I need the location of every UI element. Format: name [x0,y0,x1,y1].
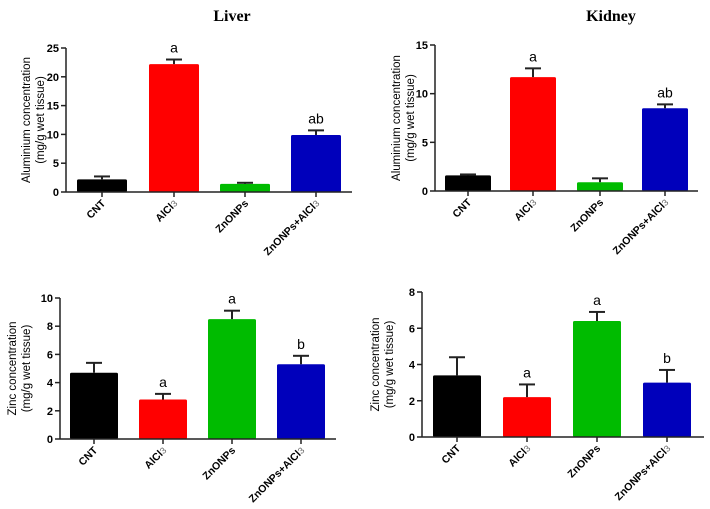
category-label: AlCl3 [506,443,533,470]
significance-label: b [297,336,305,352]
category-label-subscript: 3 [296,445,307,456]
category-label: ZnONPs+AlCl3 [611,197,672,258]
liver-title: Liver [213,8,250,25]
y-tick-label: 2 [47,406,53,418]
y-tick-label: 10 [41,293,53,305]
bar-znonps-alcl3 [643,382,691,437]
bar-znonps [208,319,256,439]
bar-alcl3 [139,399,187,439]
category-label-subscript: 3 [311,198,322,209]
y-tick-label: 5 [422,137,428,149]
category-label-subscript: 3 [662,443,673,454]
y-tick-label: 25 [47,43,59,55]
significance-label: ab [657,84,673,100]
y-tick-label: 4 [47,378,54,390]
bar-znonps [220,183,270,192]
category-label: CNT [439,442,463,466]
category-label-main: CNT [439,442,463,466]
y-tick-label: 10 [47,129,59,141]
category-label-subscript: 3 [528,197,539,208]
category-label: AlCl3 [153,198,180,225]
category-label: ZnONPs+AlCl3 [247,445,308,506]
y-tick-label: 4 [409,360,416,372]
category-label-main: ZnONPs+AlCl [611,200,668,257]
category-label: CNT [450,196,474,220]
significance-label: a [170,40,178,56]
category-label: ZnONPs+AlCl3 [262,198,323,259]
y-tick-label: 8 [409,287,415,299]
category-label-main: ZnONPs+AlCl [247,448,304,505]
category-label-main: CNT [76,444,100,468]
y-axis-label-line1: Aluminium concentration [391,55,403,181]
category-label-subscript: 3 [522,443,533,454]
category-label-main: ZnONPs [568,197,606,235]
y-tick-label: 20 [47,72,59,84]
category-label: ZnONPs+AlCl3 [613,443,674,504]
category-label: ZnONPs [200,445,238,483]
bar-alcl3 [510,77,556,191]
significance-label: ab [308,110,324,126]
category-label-main: ZnONPs [565,443,603,481]
bar-cnt [433,375,481,437]
y-tick-label: 8 [47,321,53,333]
bar-cnt [77,179,127,192]
significance-label: a [529,48,537,64]
y-axis-label-line2: (mg/g wet tissue) [35,76,47,164]
category-label-main: CNT [84,197,108,221]
y-tick-label: 6 [47,349,53,361]
y-axis-label-line2: (mg/g wet tissue) [21,325,33,413]
category-label-main: CNT [450,196,474,220]
y-tick-label: 6 [409,323,415,335]
bar-znonps-alcl3 [291,134,341,192]
y-axis-label-line2: (mg/g wet tissue) [405,74,417,162]
y-tick-label: 0 [53,187,59,199]
significance-label: b [663,350,671,366]
bar-znonps-alcl3 [277,364,325,439]
y-tick-label: 15 [47,101,59,113]
bar-znonps-alcl3 [642,108,688,191]
bar-alcl3 [503,397,551,437]
y-tick-label: 10 [416,89,428,101]
significance-label: a [228,291,236,307]
category-label: CNT [76,444,100,468]
bar-znonps [577,182,623,191]
kidney-title: Kidney [586,8,636,25]
category-label-main: ZnONPs [213,198,251,236]
liver-zinc-chart: CNTaAlCl3aZnONPsbZnONPs+AlCl30246810Zinc… [7,291,336,505]
y-axis-label-line1: Aluminium concentration [21,57,33,183]
y-axis-label-line1: Zinc concentration [7,322,19,416]
y-tick-label: 2 [409,396,415,408]
y-tick-label: 15 [416,40,428,52]
significance-label: a [523,364,531,380]
significance-label: a [159,374,167,390]
y-axis-label-line2: (mg/g wet tissue) [384,321,396,409]
category-label: ZnONPs [568,197,606,235]
category-label-main: ZnONPs+AlCl [613,446,670,503]
bar-znonps [573,321,621,437]
category-label: ZnONPs [565,443,603,481]
bar-cnt [70,372,118,439]
category-label-main: ZnONPs [200,445,238,483]
category-label: CNT [84,197,108,221]
category-label: AlCl3 [142,445,169,472]
significance-label: a [593,292,601,308]
bar-cnt [445,175,491,191]
y-axis-label-line1: Zinc concentration [370,318,382,412]
category-label-main: ZnONPs+AlCl [262,201,319,258]
y-tick-label: 0 [422,186,428,198]
category-label-subscript: 3 [169,198,180,209]
y-tick-label: 0 [47,434,53,446]
category-label-subscript: 3 [660,197,671,208]
category-label-subscript: 3 [158,445,169,456]
category-label: AlCl3 [512,197,539,224]
y-tick-label: 5 [53,158,59,170]
y-tick-label: 0 [409,432,415,444]
category-label: ZnONPs [213,198,251,236]
bar-alcl3 [149,64,199,192]
